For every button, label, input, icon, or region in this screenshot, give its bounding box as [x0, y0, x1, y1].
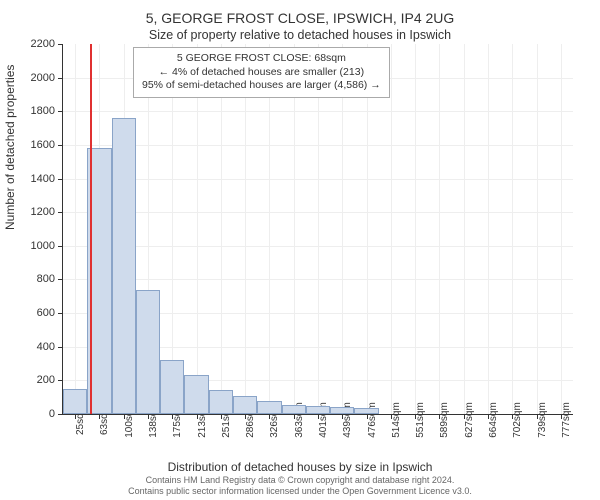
x-tick-label: 514sqm — [391, 402, 402, 438]
histogram-bar — [112, 118, 136, 414]
info-line-3: 95% of semi-detached houses are larger (… — [142, 79, 381, 93]
x-tick-label: 777sqm — [561, 402, 572, 438]
histogram-bar — [282, 405, 306, 414]
y-tick — [58, 347, 63, 348]
histogram-bar — [330, 407, 354, 414]
x-tick-label: 702sqm — [512, 402, 523, 438]
gridline-v — [561, 44, 562, 414]
histogram-bar — [306, 406, 330, 414]
info-line-2: ← 4% of detached houses are smaller (213… — [142, 66, 381, 80]
gridline-v — [391, 44, 392, 414]
histogram-bar — [63, 389, 87, 414]
y-tick — [58, 313, 63, 314]
y-tick-label: 1600 — [31, 139, 55, 151]
gridline-v — [318, 44, 319, 414]
gridline-v — [221, 44, 222, 414]
chart-container: 5, GEORGE FROST CLOSE, IPSWICH, IP4 2UG … — [0, 0, 600, 500]
y-axis-label: Number of detached properties — [3, 65, 17, 230]
gridline-v — [342, 44, 343, 414]
y-tick — [58, 78, 63, 79]
chart-subtitle: Size of property relative to detached ho… — [0, 28, 600, 42]
gridline-v — [75, 44, 76, 414]
gridline-v — [439, 44, 440, 414]
property-marker-line — [90, 44, 92, 414]
info-line-1: 5 GEORGE FROST CLOSE: 68sqm — [142, 52, 381, 66]
y-tick — [58, 414, 63, 415]
y-tick-label: 2000 — [31, 72, 55, 84]
y-tick-label: 200 — [37, 374, 55, 386]
histogram-bar — [354, 408, 378, 414]
x-tick-label: 664sqm — [488, 402, 499, 438]
y-tick-label: 600 — [37, 307, 55, 319]
chart-title: 5, GEORGE FROST CLOSE, IPSWICH, IP4 2UG — [0, 10, 600, 26]
plot-area: 0200400600800100012001400160018002000220… — [62, 44, 573, 415]
gridline-v — [537, 44, 538, 414]
info-box: 5 GEORGE FROST CLOSE: 68sqm ← 4% of deta… — [133, 47, 390, 98]
y-tick — [58, 279, 63, 280]
y-tick-label: 1200 — [31, 206, 55, 218]
y-tick — [58, 246, 63, 247]
y-tick — [58, 380, 63, 381]
gridline-v — [488, 44, 489, 414]
gridline-v — [269, 44, 270, 414]
footer-line-1: Contains HM Land Registry data © Crown c… — [0, 475, 600, 486]
x-tick-label: 739sqm — [537, 402, 548, 438]
y-tick-label: 400 — [37, 341, 55, 353]
histogram-bar — [160, 360, 184, 414]
x-tick-label: 589sqm — [439, 402, 450, 438]
gridline-v — [197, 44, 198, 414]
y-tick-label: 1000 — [31, 240, 55, 252]
gridline-v — [172, 44, 173, 414]
y-tick — [58, 111, 63, 112]
y-tick — [58, 179, 63, 180]
y-tick — [58, 44, 63, 45]
x-tick-label: 627sqm — [464, 402, 475, 438]
y-tick-label: 1800 — [31, 105, 55, 117]
gridline-v — [367, 44, 368, 414]
histogram-bar — [257, 401, 281, 414]
y-tick-label: 800 — [37, 273, 55, 285]
histogram-bar — [136, 290, 160, 414]
x-tick-label: 551sqm — [415, 402, 426, 438]
gridline-v — [415, 44, 416, 414]
y-tick — [58, 212, 63, 213]
y-tick-label: 0 — [49, 408, 55, 420]
y-tick-label: 1400 — [31, 173, 55, 185]
gridline-v — [245, 44, 246, 414]
y-tick — [58, 145, 63, 146]
gridline-v — [512, 44, 513, 414]
y-tick-label: 2200 — [31, 38, 55, 50]
x-axis-label: Distribution of detached houses by size … — [0, 460, 600, 474]
footer-attribution: Contains HM Land Registry data © Crown c… — [0, 475, 600, 497]
gridline-v — [294, 44, 295, 414]
gridline-v — [464, 44, 465, 414]
histogram-bar — [184, 375, 208, 414]
histogram-bar — [233, 396, 257, 414]
histogram-bar — [209, 390, 233, 414]
footer-line-2: Contains public sector information licen… — [0, 486, 600, 497]
